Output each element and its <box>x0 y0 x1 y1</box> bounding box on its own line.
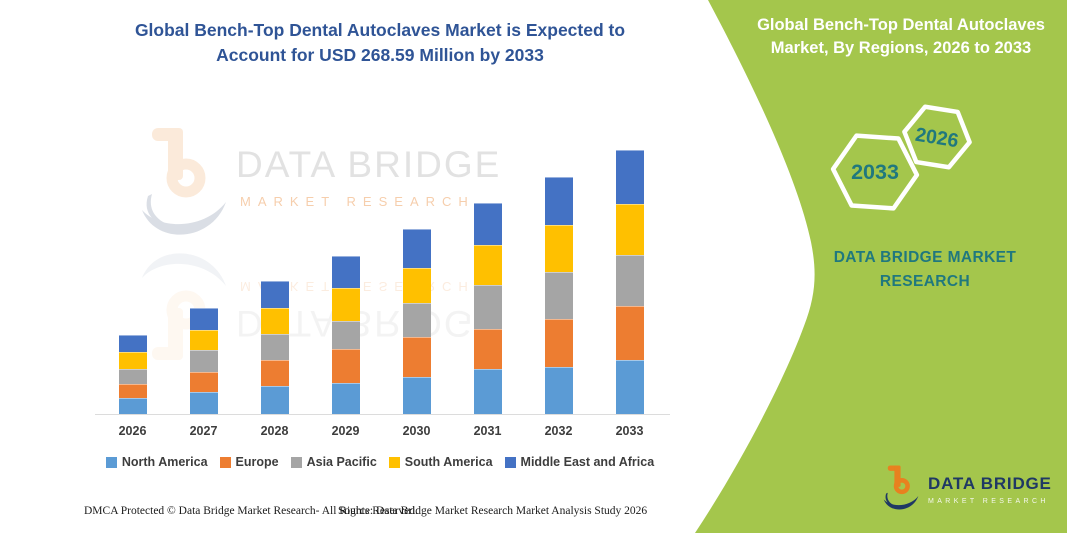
bar-segment-2026-middle-east-and-africa <box>118 335 147 353</box>
legend-item-asia-pacific: Asia Pacific <box>290 455 377 469</box>
databridge-logo: DATA BRIDGE MARKET RESEARCH <box>882 464 1052 514</box>
bar-segment-2033-middle-east-and-africa <box>615 150 644 204</box>
x-axis-line <box>95 414 670 415</box>
panel-title-line2: Market, By Regions, 2026 to 2033 <box>770 39 1032 57</box>
bar-segment-2026-south-america <box>118 352 147 369</box>
legend-item-europe: Europe <box>219 455 279 469</box>
green-panel-shape <box>695 0 1067 533</box>
page-title-line1: Global Bench-Top Dental Autoclaves Marke… <box>134 20 626 40</box>
bar-segment-2030-middle-east-and-africa <box>402 229 431 268</box>
bar-segment-2029-north-america <box>331 382 360 414</box>
databridge-logo-text: DATA BRIDGE MARKET RESEARCH <box>928 474 1052 505</box>
bar-segment-2028-middle-east-and-africa <box>260 281 289 308</box>
x-axis-label-2027: 2027 <box>189 424 218 438</box>
bar-segment-2027-europe <box>189 371 218 393</box>
bar-segment-2033-north-america <box>615 359 644 414</box>
bar-segment-2032-south-america <box>544 225 573 272</box>
bar-segment-2028-europe <box>260 359 289 387</box>
bar-segment-2031-europe <box>473 329 502 369</box>
bar-segment-2032-middle-east-and-africa <box>544 177 573 226</box>
bar-segment-2033-south-america <box>615 203 644 256</box>
stacked-bar-2033 <box>615 150 644 414</box>
stacked-bar-2029 <box>331 255 360 414</box>
databridge-logo-icon <box>883 465 919 510</box>
legend-swatch-north-america <box>105 456 117 468</box>
legend-swatch-asia-pacific <box>290 456 302 468</box>
bar-segment-2030-europe <box>402 337 431 377</box>
panel-title-line1: Global Bench-Top Dental Autoclaves <box>757 16 1045 34</box>
panel-title: Global Bench-Top Dental Autoclaves Marke… <box>742 14 1060 60</box>
bar-segment-2028-north-america <box>260 386 289 414</box>
bar-segment-2028-south-america <box>260 307 289 335</box>
hexagon-2033 <box>830 133 920 211</box>
x-axis-label-2030: 2030 <box>402 424 431 438</box>
legend-swatch-europe <box>219 456 231 468</box>
x-axis-labels: 2026 2027 2028 2029 2030 2031 2032 2033 <box>90 424 670 440</box>
legend-label-asia-pacific: Asia Pacific <box>306 455 377 469</box>
hexagon-2026 <box>902 104 972 170</box>
legend-item-north-america: North America <box>105 455 208 469</box>
x-axis-label-2028: 2028 <box>260 424 289 438</box>
bar-segment-2031-south-america <box>473 244 502 286</box>
legend-swatch-middle-east-and-africa <box>504 456 516 468</box>
legend-label-middle-east-and-africa: Middle East and Africa <box>520 455 655 469</box>
bar-segment-2032-asia-pacific <box>544 271 573 319</box>
bar-segment-2029-middle-east-and-africa <box>331 255 360 289</box>
logo-subtitle: MARKET RESEARCH <box>928 497 1049 505</box>
hexagon-2033-label: 2033 <box>851 160 899 184</box>
bar-segment-2033-asia-pacific <box>615 255 644 307</box>
logo-title: DATA BRIDGE <box>928 473 1052 493</box>
footer-dmca-text: DMCA Protected © Data Bridge Market Rese… <box>84 505 418 517</box>
panel-brand-line2: RESEARCH <box>879 273 971 290</box>
footer-source-text: Source: Data Bridge Market Research Mark… <box>338 505 648 517</box>
bar-segment-2032-north-america <box>544 366 573 414</box>
legend-label-europe: Europe <box>235 455 279 469</box>
bar-segment-2030-asia-pacific <box>402 302 431 338</box>
legend-item-south-america: South America <box>388 455 493 469</box>
bar-segment-2029-asia-pacific <box>331 320 360 350</box>
panel-brand-text: DATA BRIDGE MARKET RESEARCH <box>805 246 1045 294</box>
x-axis-label-2029: 2029 <box>331 424 360 438</box>
year-hexagons: 2033 2026 <box>830 104 972 211</box>
stacked-bar-2030 <box>402 229 431 414</box>
bar-segment-2027-asia-pacific <box>189 350 218 372</box>
panel-brand-line1: DATA BRIDGE MARKET <box>833 249 1017 266</box>
bar-segment-2030-south-america <box>402 267 431 303</box>
stacked-bar-2031 <box>473 202 502 414</box>
x-axis-label-2033: 2033 <box>615 424 644 438</box>
legend-item-middle-east-and-africa: Middle East and Africa <box>504 455 655 469</box>
x-axis-label-2031: 2031 <box>473 424 502 438</box>
bar-segment-2026-north-america <box>118 398 147 414</box>
bar-segment-2031-north-america <box>473 368 502 414</box>
stacked-bar-2026 <box>118 335 147 414</box>
bar-segment-2027-south-america <box>189 329 218 351</box>
hexagon-2026-label: 2026 <box>914 124 960 153</box>
x-axis-label-2026: 2026 <box>118 424 147 438</box>
bar-segment-2027-north-america <box>189 392 218 414</box>
bar-segment-2030-north-america <box>402 376 431 414</box>
stacked-bar-chart <box>90 150 670 415</box>
stacked-bar-2027 <box>189 307 218 414</box>
bar-segment-2026-europe <box>118 383 147 399</box>
stacked-bar-2028 <box>260 281 289 414</box>
stacked-bar-2032 <box>544 177 573 414</box>
x-axis-label-2032: 2032 <box>544 424 573 438</box>
page-title: Global Bench-Top Dental Autoclaves Marke… <box>58 18 702 68</box>
bar-segment-2031-middle-east-and-africa <box>473 202 502 245</box>
page-title-line2: Account for USD 268.59 Million by 2033 <box>216 45 544 65</box>
bar-segment-2026-asia-pacific <box>118 368 147 384</box>
bar-segment-2029-south-america <box>331 288 360 321</box>
legend-swatch-south-america <box>388 456 400 468</box>
bar-segment-2029-europe <box>331 349 360 383</box>
legend-label-south-america: South America <box>404 455 493 469</box>
bar-segment-2033-europe <box>615 306 644 360</box>
bar-segment-2031-asia-pacific <box>473 285 502 330</box>
bar-segment-2032-europe <box>544 318 573 367</box>
bar-segment-2027-middle-east-and-africa <box>189 307 218 330</box>
bar-segment-2028-asia-pacific <box>260 334 289 360</box>
legend-label-north-america: North America <box>121 455 208 469</box>
chart-legend: North America Europe Asia Pacific South Ame… <box>90 455 670 469</box>
